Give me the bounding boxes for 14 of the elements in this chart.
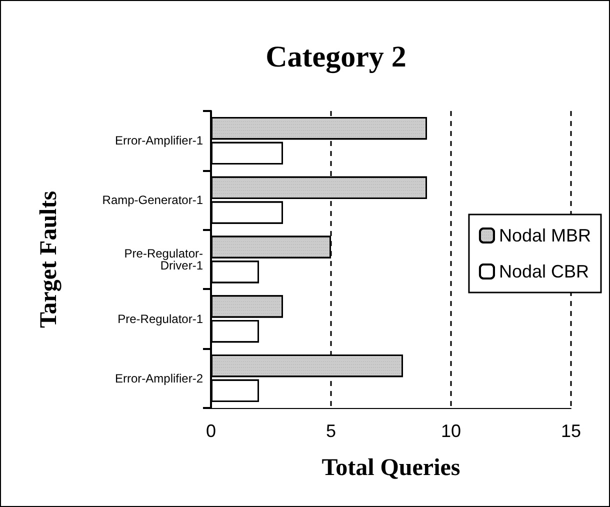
legend-label: Nodal CBR xyxy=(498,262,590,282)
chart-title: Category 2 xyxy=(266,40,406,74)
legend-label: Nodal MBR xyxy=(498,226,591,246)
x-tick-label: 10 xyxy=(440,421,462,441)
y-axis-title: Target Faults xyxy=(36,190,62,328)
x-axis-title: Total Queries xyxy=(322,455,460,481)
x-tick-label: 5 xyxy=(326,421,336,441)
x-tick-label: 15 xyxy=(560,421,582,441)
y-tick-label: Error-Amplifier-2 xyxy=(114,371,204,386)
y-tick-label: Ramp-Generator-1 xyxy=(102,193,204,208)
x-tick-label: 0 xyxy=(206,421,216,441)
y-tick-label: Error-Amplifier-1 xyxy=(114,134,204,148)
y-tick-label: Pre-Regulator-Driver-1 xyxy=(124,246,204,272)
y-tick-label: Pre-Regulator-1 xyxy=(118,312,204,326)
